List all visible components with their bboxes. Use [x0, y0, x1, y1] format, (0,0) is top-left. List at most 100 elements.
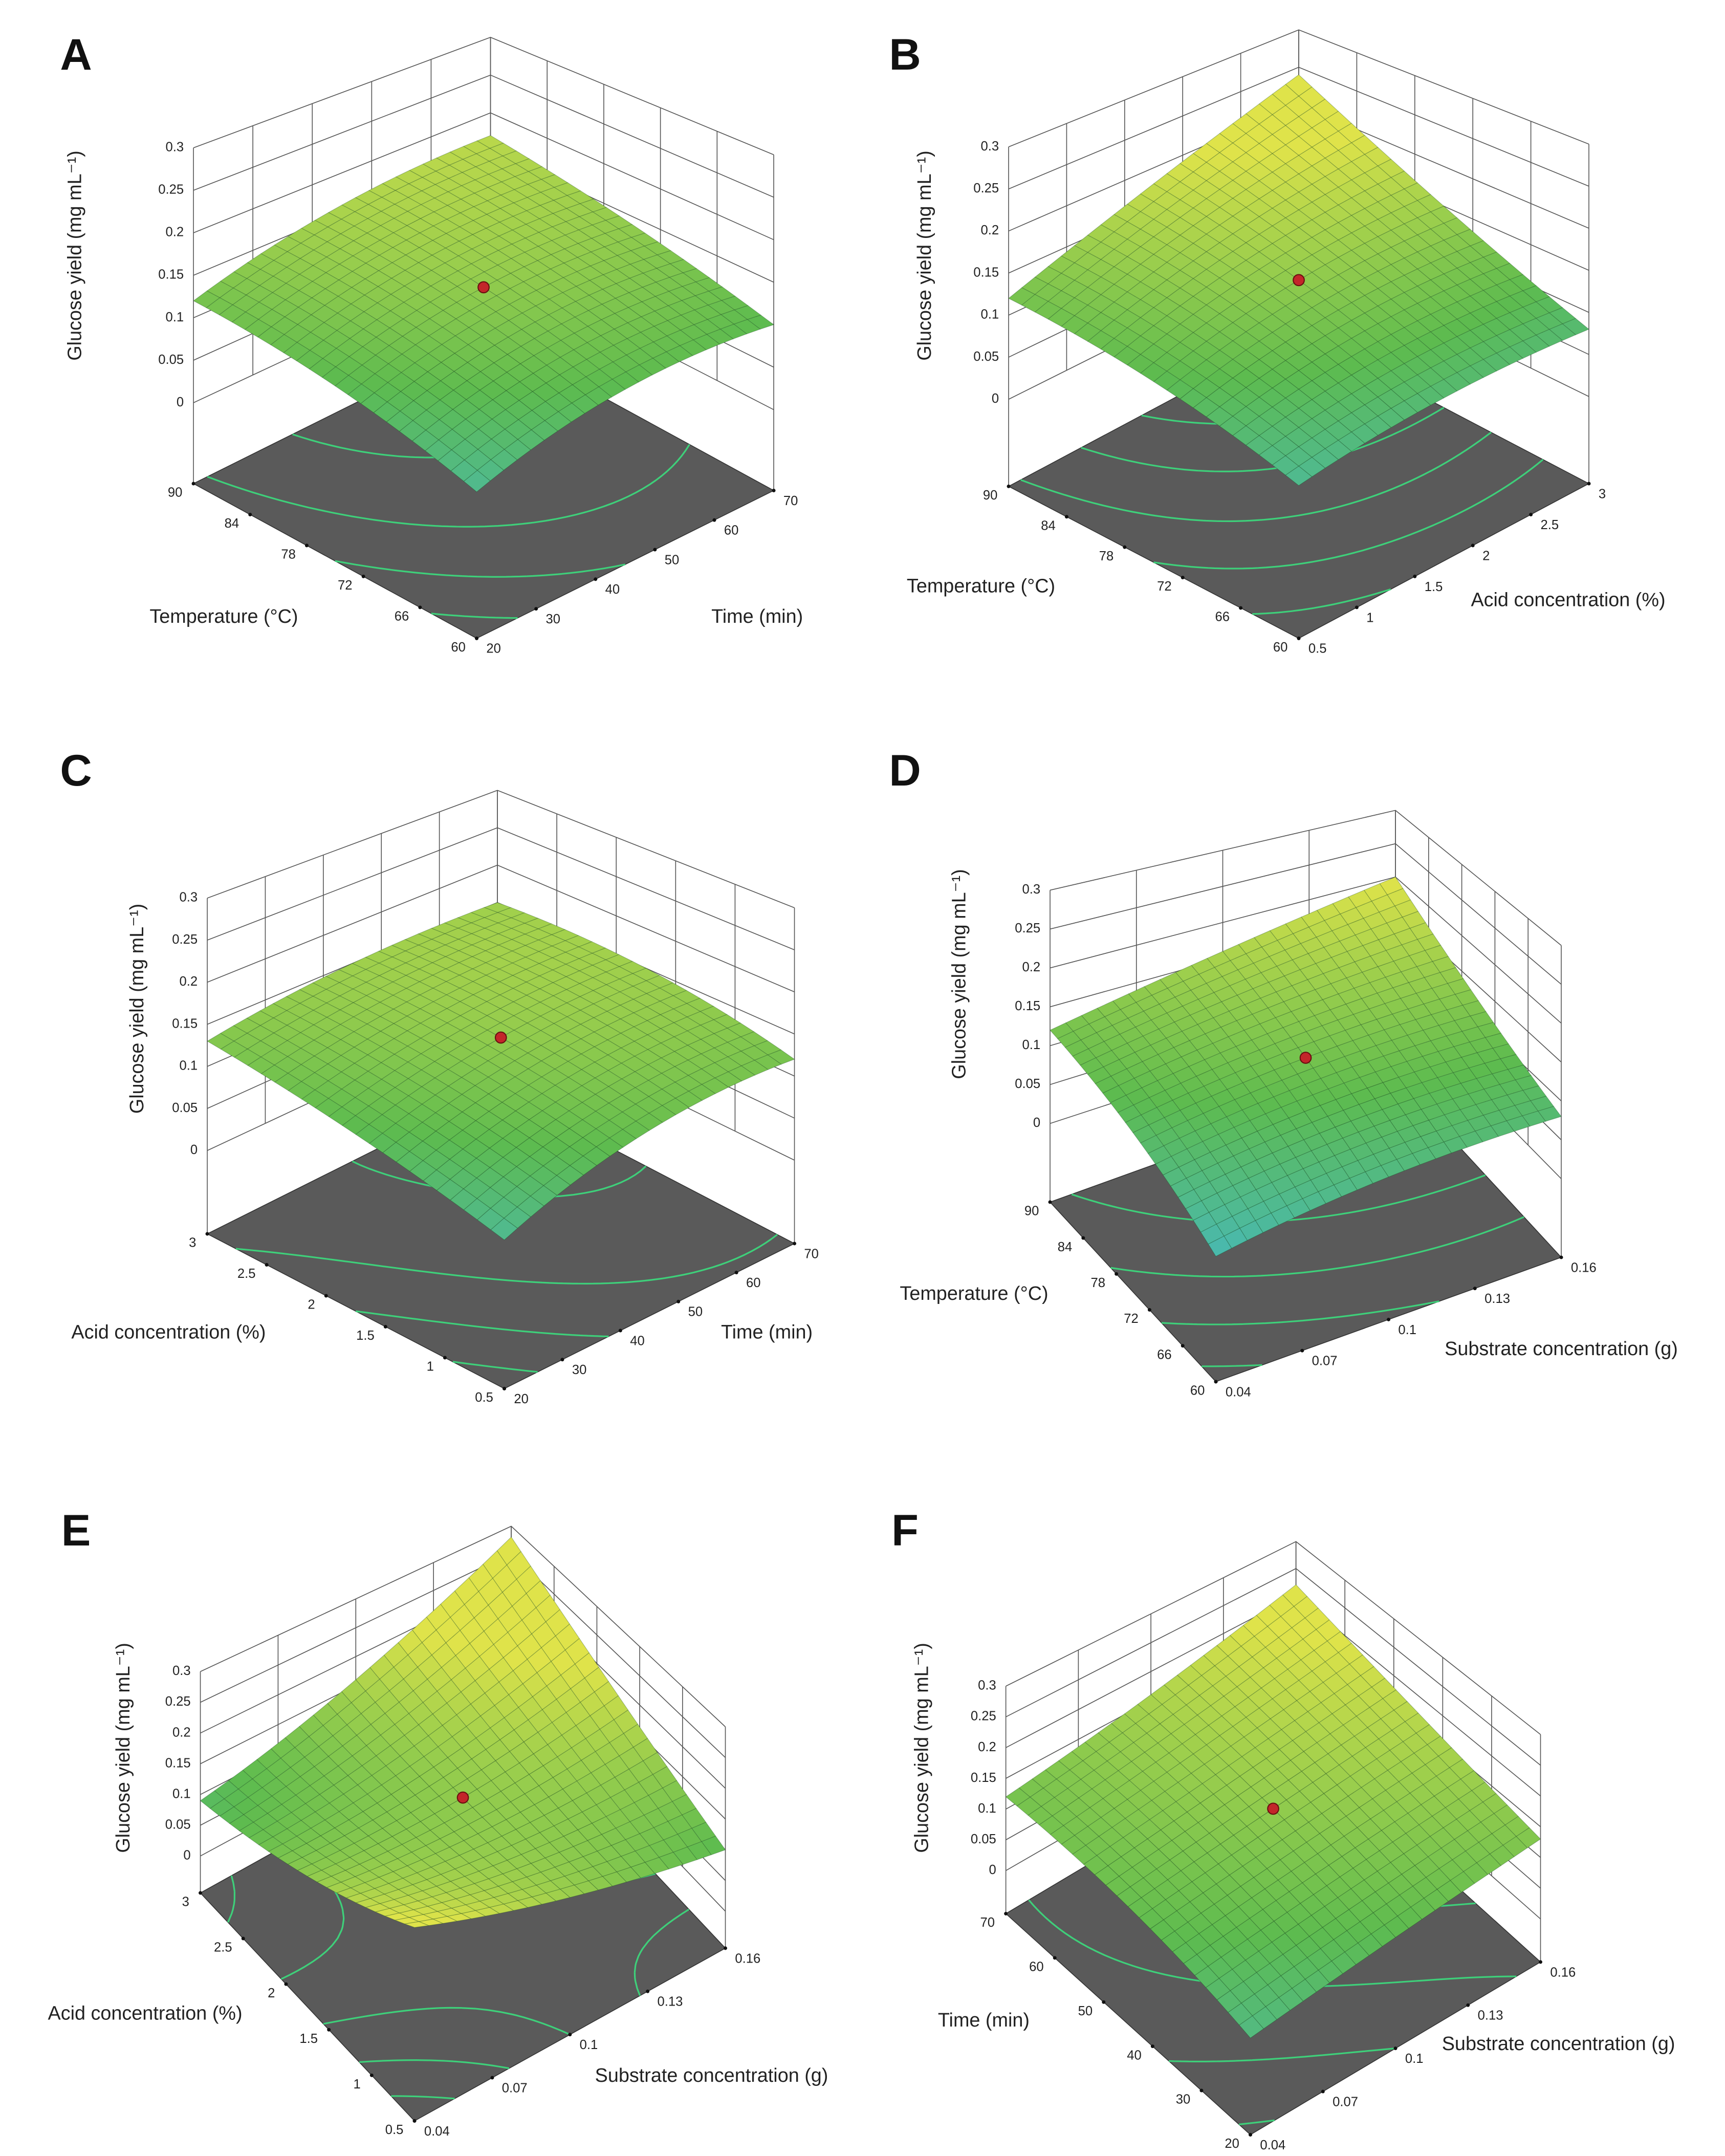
panel-a: 0 0.05 0.1 0.15 0.2 0.25 0.3 60 66 72 78 84 90 20 30 40… — [60, 30, 803, 656]
surface-cell — [720, 296, 749, 311]
surface-cell — [1100, 214, 1128, 232]
x-axis-title: Time (min) — [938, 2010, 1030, 2031]
surface-cell — [1324, 345, 1352, 365]
surface-cell — [1180, 171, 1207, 191]
x-tick-label: 72 — [338, 578, 353, 593]
z-axis-title: Glucose yield (mg mL⁻¹) — [113, 1643, 134, 1853]
x-tick-label: 60 — [451, 640, 466, 655]
y-tick-label: 0.13 — [1478, 2009, 1503, 2023]
x-tick — [241, 1936, 245, 1941]
x-tick — [1053, 1956, 1057, 1960]
x-tick — [443, 1356, 447, 1360]
y-tick-label: 0.16 — [1571, 1260, 1597, 1275]
z-axis-title: Glucose yield (mg mL⁻¹) — [914, 150, 935, 360]
design-point — [477, 281, 490, 294]
surface-cell — [1245, 198, 1273, 217]
surface-cell — [1180, 153, 1207, 172]
y-tick — [772, 488, 776, 492]
surface-cell — [1482, 335, 1511, 354]
x-tick — [1150, 2044, 1154, 2049]
surface-cell — [311, 288, 339, 306]
z-tick-label: 0.25 — [158, 183, 184, 197]
surface-cell — [1285, 388, 1313, 409]
surface-cell — [443, 286, 471, 303]
y-tick-label: 20 — [514, 1392, 529, 1406]
x-tick — [324, 1294, 328, 1298]
y-tick — [568, 2033, 572, 2037]
x-tick-label: 70 — [980, 1915, 995, 1930]
surface-cell — [1470, 324, 1497, 342]
y-tick — [1300, 1348, 1304, 1353]
surface-cell — [365, 988, 394, 1003]
surface-cell — [431, 248, 460, 264]
surface-cell — [612, 355, 640, 373]
surface-cell — [1535, 329, 1563, 347]
surface-cell — [1509, 307, 1537, 324]
x-tick — [1102, 2000, 1106, 2004]
surface-cell — [1496, 329, 1524, 347]
surface-cell — [1285, 245, 1313, 263]
surface-cell — [1285, 116, 1313, 137]
surface-cell — [1232, 133, 1260, 153]
surface-cell — [1285, 408, 1313, 428]
surface-cell — [478, 419, 506, 440]
surface-cell — [1180, 278, 1207, 297]
surface-cell — [1522, 318, 1550, 336]
surface-cell — [272, 996, 301, 1011]
z-tick-label: 0.25 — [971, 1709, 996, 1724]
surface-cell — [1140, 289, 1168, 308]
surface-cell — [1285, 370, 1313, 390]
grid-line — [193, 37, 774, 156]
surface-cell — [1377, 389, 1405, 409]
y-tick — [1214, 1380, 1218, 1384]
panel-c: 0 0.05 0.1 0.15 0.2 0.25 0.3 0.5 1 1.5 2 2.5 3 20 30 40… — [60, 746, 819, 1406]
y-tick — [503, 1386, 507, 1390]
surface-cell — [497, 258, 525, 274]
surface-cell — [1140, 254, 1168, 273]
y-axis-title: Time (min) — [711, 606, 803, 627]
surface-cell — [457, 933, 486, 946]
y-tick-label: 20 — [486, 642, 501, 656]
y-axis-title: Acid concentration (%) — [1471, 589, 1665, 611]
surface-cell — [544, 411, 572, 431]
z-tick-label: 0.2 — [172, 1725, 191, 1739]
surface-cell — [444, 939, 473, 951]
surface-cell — [625, 364, 653, 383]
z-tick-label: 0.2 — [980, 223, 999, 237]
surface-cell — [1390, 206, 1418, 225]
z-tick-label: 0.15 — [973, 265, 999, 279]
surface-cell — [392, 975, 421, 989]
z-axis-title: Glucose yield (mg mL⁻¹) — [64, 150, 86, 360]
surface-cell — [399, 420, 427, 442]
surface-cell — [1285, 136, 1313, 156]
x-tick-label: 66 — [1215, 610, 1230, 624]
y-tick — [1559, 1255, 1563, 1259]
surface-cell — [1074, 322, 1102, 342]
surface-cell — [645, 975, 674, 989]
surface-cell — [512, 969, 540, 983]
surface-cell — [1245, 378, 1273, 398]
y-tick — [712, 518, 716, 522]
surface-cell — [1245, 322, 1273, 342]
y-tick — [793, 1242, 797, 1246]
surface-cell — [490, 449, 518, 471]
surface-cell — [1232, 113, 1260, 134]
z-axis-title: Glucose yield (mg mL⁻¹) — [949, 869, 970, 1079]
x-axis-title: Acid concentration (%) — [48, 2003, 243, 2024]
x-tick-label: 2 — [308, 1298, 315, 1312]
surface-cell — [1377, 159, 1405, 178]
surface-cell — [1232, 387, 1260, 407]
surface-cell — [507, 346, 535, 364]
z-tick-label: 0.2 — [978, 1740, 996, 1754]
z-tick-label: 0.15 — [158, 268, 184, 282]
surface-cell — [1285, 74, 1313, 97]
panel-b: 0 0.05 0.1 0.15 0.2 0.25 0.3 60 66 72 78 84 90 0.5 1 1.… — [889, 29, 1666, 656]
z-tick-label: 0.15 — [165, 1756, 191, 1770]
x-tick — [327, 2028, 331, 2032]
surface-cell — [486, 994, 514, 1009]
surface-cell — [338, 271, 366, 288]
surface-cell — [336, 320, 364, 339]
surface-cell — [347, 383, 375, 404]
surface-cell — [1180, 332, 1207, 352]
surface-cell — [273, 1010, 301, 1026]
